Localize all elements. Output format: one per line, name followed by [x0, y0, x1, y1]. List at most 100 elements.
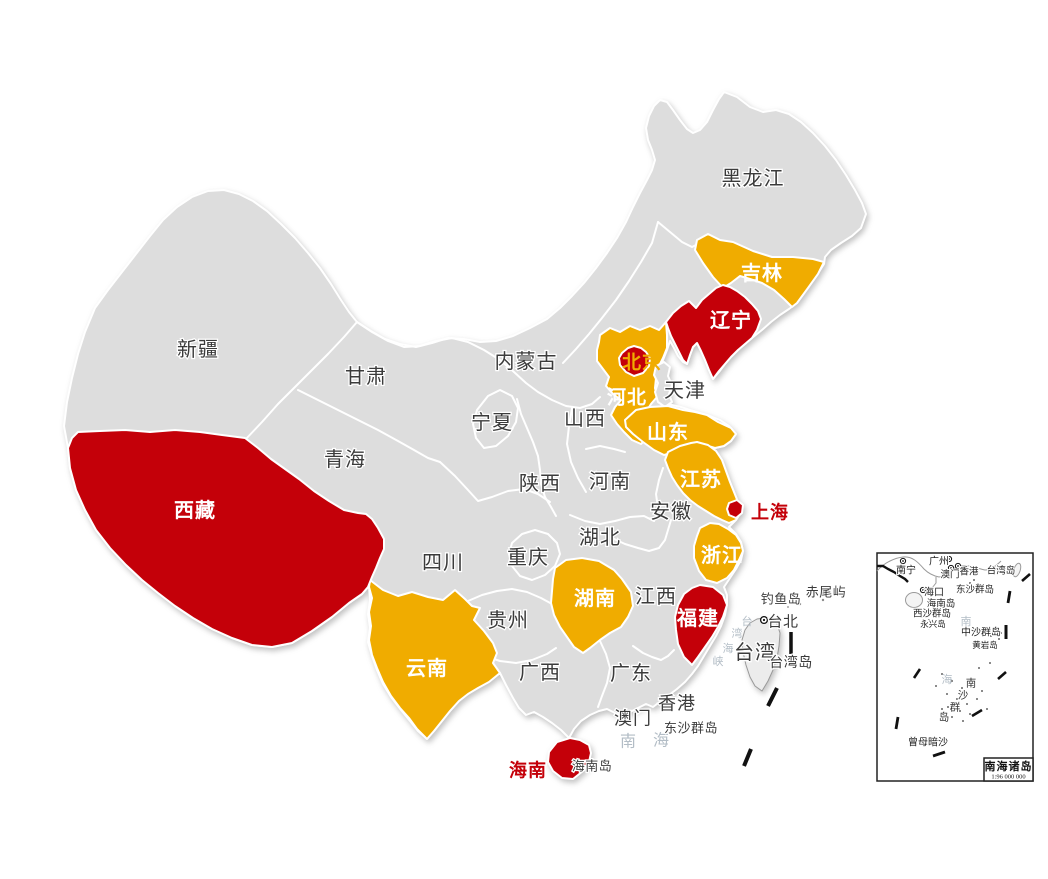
province-xizang[interactable]: [67, 429, 385, 648]
inset-boundary-dash: [912, 668, 922, 679]
inset-island-dot: [994, 628, 996, 630]
inset-nansha-char-ns-3: 群: [950, 701, 961, 714]
boundary-dash: [742, 748, 753, 767]
inset-city-marker-dot: [922, 589, 924, 591]
sea-label-strait-2: 湾: [732, 626, 743, 640]
province-border-line: [632, 645, 675, 661]
province-label-neimenggu: 内蒙古: [495, 350, 558, 373]
province-border-line: [569, 467, 664, 525]
province-jiangsu[interactable]: [664, 441, 742, 524]
province-border-line: [562, 221, 659, 364]
inset-island-dot: [966, 703, 968, 705]
place-label-taibei: 台北: [767, 613, 798, 630]
province-label-taiwan: 台湾: [734, 641, 776, 664]
province-label-ningxia: 宁夏: [471, 411, 513, 434]
inset-island-dot: [935, 616, 937, 618]
inset-boundary-dash: [932, 750, 946, 758]
islet-dot: [798, 602, 802, 606]
province-taiwan[interactable]: [741, 617, 781, 692]
inset-boundary-dash: [997, 671, 1007, 680]
inset-taiwan-island: [1012, 562, 1022, 578]
province-label-hainan: 海南: [509, 759, 547, 780]
inset-boundary-dash: [971, 708, 983, 718]
province-label-shanxi: 山西: [564, 407, 606, 430]
province-liaoning[interactable]: [665, 284, 762, 380]
inset-label-xianggang-i: 香港: [959, 565, 979, 577]
inset-island-dot: [951, 716, 953, 718]
inset-city-marker-dot: [950, 567, 952, 569]
province-border-line: [472, 389, 519, 449]
inset-title-box: [983, 757, 1034, 782]
inset-island-dot: [973, 579, 975, 581]
province-label-shandong: 山东: [647, 420, 689, 444]
inset-island-dot: [928, 619, 930, 621]
inset-coastline: [876, 556, 1002, 578]
islet-dot: [821, 598, 825, 602]
province-border-line: [585, 445, 626, 453]
inset-title: 南海诸岛: [985, 759, 1033, 773]
inset-city-marker-dot: [957, 565, 959, 567]
province-label-anhui: 安徽: [650, 500, 692, 523]
inset-island-dot: [930, 612, 932, 614]
inset-island-dot: [981, 690, 983, 692]
inset-label-taiwandao-i: 台湾岛: [987, 564, 1016, 576]
sea-label-strait-3: 海: [723, 641, 734, 655]
province-label-shaanxi: 陕西: [519, 472, 561, 495]
inset-scale: 1:96 000 000: [991, 773, 1025, 780]
province-label-qinghai: 青海: [324, 448, 366, 471]
province-label-hebei: 河北: [607, 387, 647, 409]
province-border-line: [297, 389, 441, 463]
inset-island-dot: [935, 685, 937, 687]
inset-sea-char-inset-hai: 海: [942, 672, 953, 686]
province-shanghai[interactable]: [726, 499, 744, 519]
boundary-dash: [766, 687, 779, 707]
province-label-liaoning: 辽宁: [710, 308, 752, 332]
province-label-guizhou: 贵州: [487, 609, 529, 632]
inset-island-dot: [989, 662, 991, 664]
inset-label-zengmuansha: 曾母暗沙: [908, 736, 948, 749]
province-label-shanghai: 上海: [751, 501, 789, 522]
province-label-hunan: 湖南: [574, 587, 616, 610]
province-label-sichuan: 四川: [422, 552, 464, 574]
province-label-hubei: 湖北: [579, 526, 621, 549]
inset-island-dot: [978, 667, 980, 669]
province-yunnan[interactable]: [368, 579, 501, 740]
islet-dot: [787, 606, 789, 608]
province-label-heilongjiang: 黑龙江: [722, 167, 785, 190]
province-border-line: [467, 588, 553, 605]
province-hunan[interactable]: [550, 557, 634, 654]
inset-label-haikou: 海口: [924, 586, 944, 599]
province-label-fujian: 福建: [676, 606, 719, 630]
mainland-group: [63, 91, 867, 780]
inset-city-marker-dot: [948, 558, 950, 560]
province-label-jiangsu: 江苏: [680, 468, 722, 491]
province-label-guangxi: 广西: [519, 661, 561, 684]
inset-label-nanning: 南宁: [896, 564, 916, 577]
province-beijing[interactable]: [618, 345, 651, 377]
inset-island-dot: [961, 687, 963, 689]
inset-coastline-leizhou: [931, 577, 937, 589]
sea-label-scs-nan: 南: [620, 733, 636, 751]
province-zhejiang[interactable]: [693, 522, 744, 584]
inset-island-dot: [977, 583, 979, 585]
inset-nansha-char-ns-1: 南: [966, 677, 977, 690]
inset-island-dot: [969, 582, 971, 584]
province-fujian[interactable]: [674, 584, 728, 666]
inset-label-zhongsha: 中沙群岛: [961, 626, 1001, 639]
inset-island-dot: [946, 693, 948, 695]
province-border-line: [439, 461, 551, 503]
inset-border: [876, 552, 1034, 782]
province-hainan[interactable]: [547, 737, 592, 780]
inset-label-aomen-i: 澳门: [940, 568, 959, 580]
province-tianjin[interactable]: [653, 361, 673, 408]
province-label-yunnan: 云南: [406, 657, 448, 680]
inset-island-dot: [998, 638, 1000, 640]
inset-label-yongxingdao: 永兴岛: [920, 619, 946, 629]
province-shandong[interactable]: [624, 405, 737, 456]
province-label-aomen: 澳门: [614, 708, 652, 728]
place-label-dongshaqundao: 东沙群岛: [664, 721, 718, 736]
province-label-tianjin: 天津: [664, 379, 706, 402]
inset-label-xisha: 西沙群岛: [913, 607, 951, 619]
